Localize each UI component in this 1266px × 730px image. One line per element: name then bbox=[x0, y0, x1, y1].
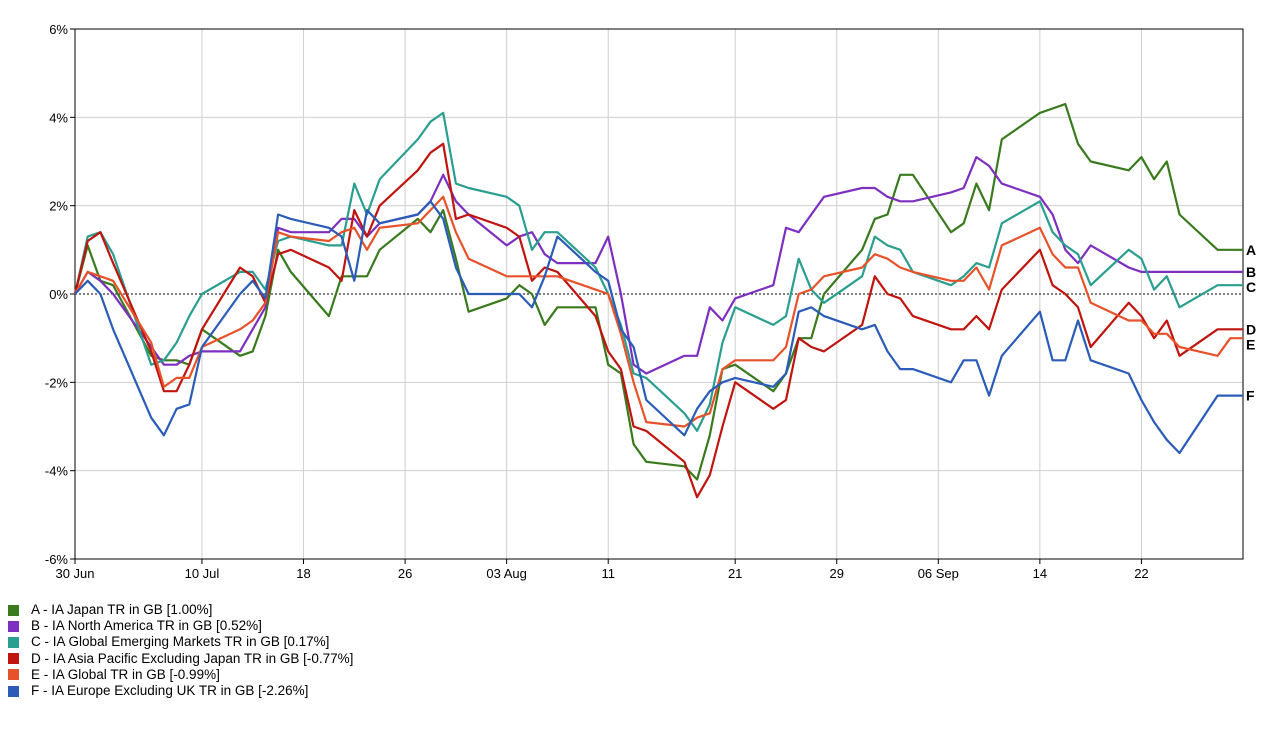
series-line-c bbox=[73, 111, 1243, 432]
series-end-label: F bbox=[1246, 388, 1255, 404]
legend-item: E - IA Global TR in GB [-0.99%] bbox=[8, 667, 353, 683]
series-end-label: A bbox=[1246, 242, 1256, 258]
legend-label: D - IA Asia Pacific Excluding Japan TR i… bbox=[31, 650, 354, 666]
x-tick-label: 11 bbox=[601, 566, 615, 581]
series-line-d bbox=[73, 142, 1243, 499]
y-tick-label: 4% bbox=[49, 110, 68, 125]
x-tick-label: 06 Sep bbox=[918, 566, 959, 581]
legend-label: C - IA Global Emerging Markets TR in GB … bbox=[31, 634, 330, 650]
legend-label: F - IA Europe Excluding UK TR in GB [-2.… bbox=[31, 683, 309, 699]
series-end-label: C bbox=[1246, 279, 1256, 295]
y-tick-label: -4% bbox=[45, 464, 69, 479]
legend-item: A - IA Japan TR in GB [1.00%] bbox=[8, 602, 353, 618]
legend-item: B - IA North America TR in GB [0.52%] bbox=[8, 618, 353, 634]
x-tick-label: 03 Aug bbox=[486, 566, 527, 581]
y-axis: 6% 4% 2% 0% -2% -4% -6% bbox=[45, 22, 75, 567]
line-chart: 6% 4% 2% 0% -2% -4% -6% 30 Jun 10 Jul 18 26 03 Aug… bbox=[45, 22, 1256, 581]
legend-swatch bbox=[8, 620, 19, 632]
y-tick-label: -2% bbox=[45, 375, 69, 390]
legend-swatch bbox=[8, 685, 19, 697]
series-end-label: B bbox=[1246, 264, 1256, 280]
legend-swatch bbox=[8, 669, 19, 681]
series-line-f bbox=[74, 200, 1243, 455]
legend-label: B - IA North America TR in GB [0.52%] bbox=[31, 618, 262, 634]
x-tick-label: 29 bbox=[830, 566, 844, 581]
legend-swatch bbox=[8, 653, 19, 665]
legend-item: D - IA Asia Pacific Excluding Japan TR i… bbox=[8, 651, 353, 667]
series-line-b bbox=[74, 156, 1243, 375]
y-tick-label: -6% bbox=[45, 552, 69, 567]
x-tick-label: 22 bbox=[1134, 566, 1148, 581]
series-lines bbox=[73, 102, 1243, 499]
y-tick-label: 2% bbox=[49, 199, 68, 214]
x-tick-label: 30 Jun bbox=[55, 566, 94, 581]
x-tick-label: 14 bbox=[1033, 566, 1047, 581]
legend-label: E - IA Global TR in GB [-0.99%] bbox=[31, 666, 220, 682]
y-tick-label: 6% bbox=[49, 22, 68, 37]
legend: A - IA Japan TR in GB [1.00%] B - IA Nort… bbox=[8, 602, 353, 699]
series-end-label: E bbox=[1246, 336, 1255, 352]
series-line-a bbox=[73, 102, 1243, 481]
x-tick-label: 10 Jul bbox=[185, 566, 220, 581]
x-tick-label: 18 bbox=[296, 566, 310, 581]
legend-swatch bbox=[8, 604, 19, 616]
x-tick-label: 26 bbox=[398, 566, 412, 581]
y-tick-label: 0% bbox=[49, 287, 68, 302]
x-axis: 30 Jun 10 Jul 18 26 03 Aug 11 21 29 06 Sep 14 22 bbox=[55, 559, 1149, 581]
series-end-labels: ABC DE F bbox=[1246, 242, 1256, 404]
series-line-e bbox=[74, 195, 1243, 428]
legend-label: A - IA Japan TR in GB [1.00%] bbox=[31, 602, 213, 618]
x-tick-label: 21 bbox=[728, 566, 742, 581]
legend-item: F - IA Europe Excluding UK TR in GB [-2.… bbox=[8, 683, 353, 699]
legend-item: C - IA Global Emerging Markets TR in GB … bbox=[8, 634, 353, 650]
legend-swatch bbox=[8, 636, 19, 648]
series-end-label: D bbox=[1246, 321, 1256, 337]
